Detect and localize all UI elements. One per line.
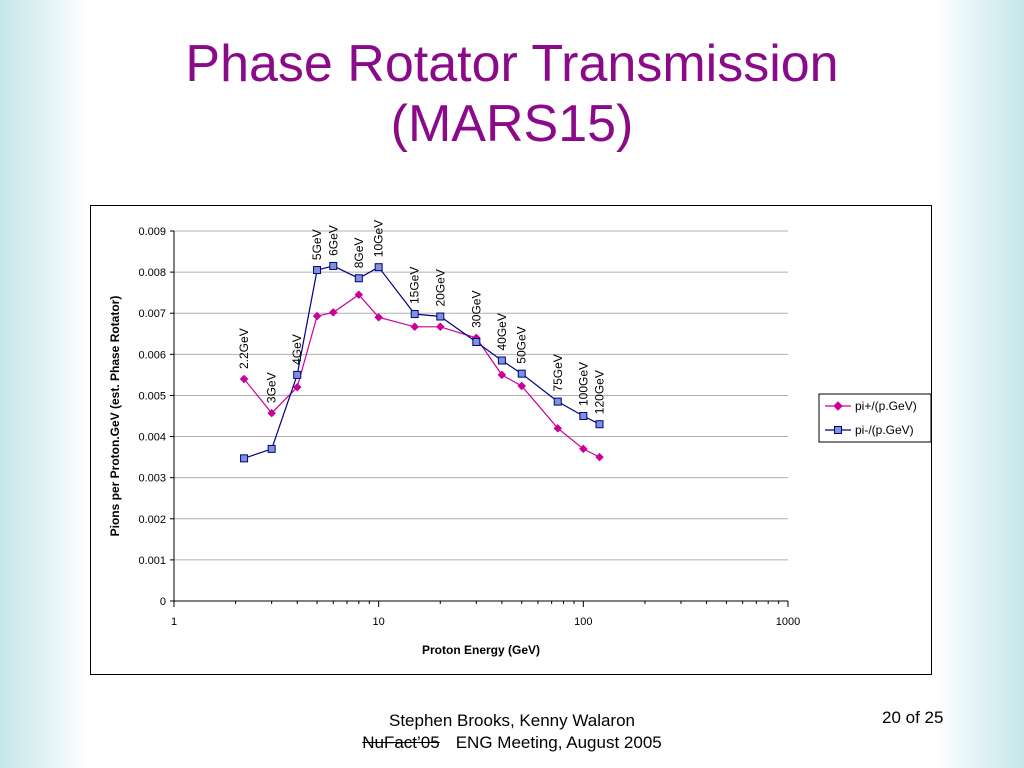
point-label: 50GeV: [515, 326, 529, 363]
data-point-pi-plus: [497, 370, 507, 380]
point-label: 15GeV: [408, 267, 422, 304]
data-point-pi-minus: [354, 274, 363, 283]
y-tick-label: 0.001: [138, 555, 166, 567]
footer-event-line: NuFact’05 ENG Meeting, August 2005: [300, 732, 724, 754]
data-point-pi-minus: [329, 261, 338, 270]
point-label: 2.2GeV: [237, 328, 251, 369]
y-tick-label: 0.006: [138, 349, 166, 361]
data-point-pi-minus: [553, 397, 562, 406]
data-point-pi-plus: [578, 444, 588, 454]
footer-event-struck: NuFact’05: [362, 733, 440, 752]
y-tick-label: 0.002: [138, 514, 166, 526]
point-label: 100GeV: [576, 362, 590, 406]
data-point-pi-minus: [313, 266, 322, 275]
data-point-pi-plus: [239, 374, 249, 384]
legend-label: pi+/(p.GeV): [855, 399, 917, 413]
data-point-pi-plus: [374, 312, 384, 322]
y-tick-label: 0.007: [138, 308, 166, 320]
point-label: 120GeV: [593, 370, 607, 414]
y-tick-label: 0.005: [138, 390, 166, 402]
data-point-pi-minus: [267, 444, 276, 453]
y-tick-label: 0.003: [138, 473, 166, 485]
data-point-pi-plus: [410, 322, 420, 332]
data-point-pi-minus: [517, 369, 526, 378]
data-point-pi-minus: [579, 412, 588, 420]
point-label: 40GeV: [495, 313, 509, 350]
legend-label: pi-/(p.GeV): [855, 423, 914, 437]
data-point-pi-minus: [410, 310, 419, 319]
data-point-pi-minus: [595, 420, 604, 429]
footer-event: ENG Meeting, August 2005: [455, 733, 662, 752]
point-label: 20GeV: [433, 269, 447, 306]
footer-credit: Stephen Brooks, Kenny Walaron NuFact’05 E…: [300, 710, 724, 754]
point-label: 8GeV: [352, 238, 366, 269]
y-tick-label: 0.004: [138, 432, 166, 444]
point-label: 30GeV: [469, 291, 483, 328]
data-point-pi-plus: [312, 311, 322, 321]
footer-authors: Stephen Brooks, Kenny Walaron: [388, 711, 635, 730]
transmission-chart: 0 0.001 0.002 0.003 0.004 0.005 0.006 0.007 0.00…: [108, 220, 932, 657]
data-point-pi-plus: [354, 290, 364, 300]
data-point-pi-minus: [436, 312, 445, 321]
point-label: 6GeV: [326, 225, 340, 256]
y-axis-title: Pions per Proton.GeV (est. Phase Rotator…: [108, 296, 122, 537]
y-tick-label: 0.008: [138, 267, 166, 279]
data-point-pi-minus: [240, 454, 249, 463]
x-axis-title: Proton Energy (GeV): [422, 643, 540, 657]
point-label: 4GeV: [290, 334, 304, 365]
data-point-pi-plus: [267, 408, 277, 418]
data-point-pi-plus: [517, 381, 527, 391]
legend-marker: [833, 401, 843, 411]
data-point-pi-plus: [595, 452, 604, 462]
x-tick-label: 100: [574, 616, 592, 628]
data-point-pi-minus: [293, 370, 302, 379]
title-line-2: (MARS15): [390, 95, 634, 153]
data-point-pi-plus: [328, 308, 338, 317]
data-point-pi-minus: [472, 338, 481, 346]
point-label: 5GeV: [310, 229, 324, 260]
point-label: 10GeV: [372, 220, 386, 257]
data-point-pi-plus: [292, 382, 302, 392]
title-line-1: Phase Rotator Transmission: [185, 35, 839, 93]
data-point-pi-minus: [497, 356, 506, 365]
x-tick-label: 1000: [776, 616, 800, 628]
legend-marker: [834, 426, 842, 434]
point-label: 3GeV: [265, 372, 279, 403]
data-point-pi-plus: [435, 322, 445, 332]
y-tick-label: 0.009: [138, 226, 166, 238]
slide-number: 20 of 25: [882, 708, 944, 727]
slide-title: Phase Rotator Transmission (MARS15): [0, 34, 1024, 154]
data-point-pi-minus: [374, 263, 383, 272]
x-tick-label: 1: [171, 616, 177, 628]
point-label: 75GeV: [551, 354, 565, 391]
data-point-pi-plus: [553, 423, 563, 433]
y-tick-label: 0: [160, 596, 166, 608]
chart-frame: 0 0.001 0.002 0.003 0.004 0.005 0.006 0.007 0.00…: [90, 205, 932, 675]
x-tick-label: 10: [373, 616, 385, 628]
